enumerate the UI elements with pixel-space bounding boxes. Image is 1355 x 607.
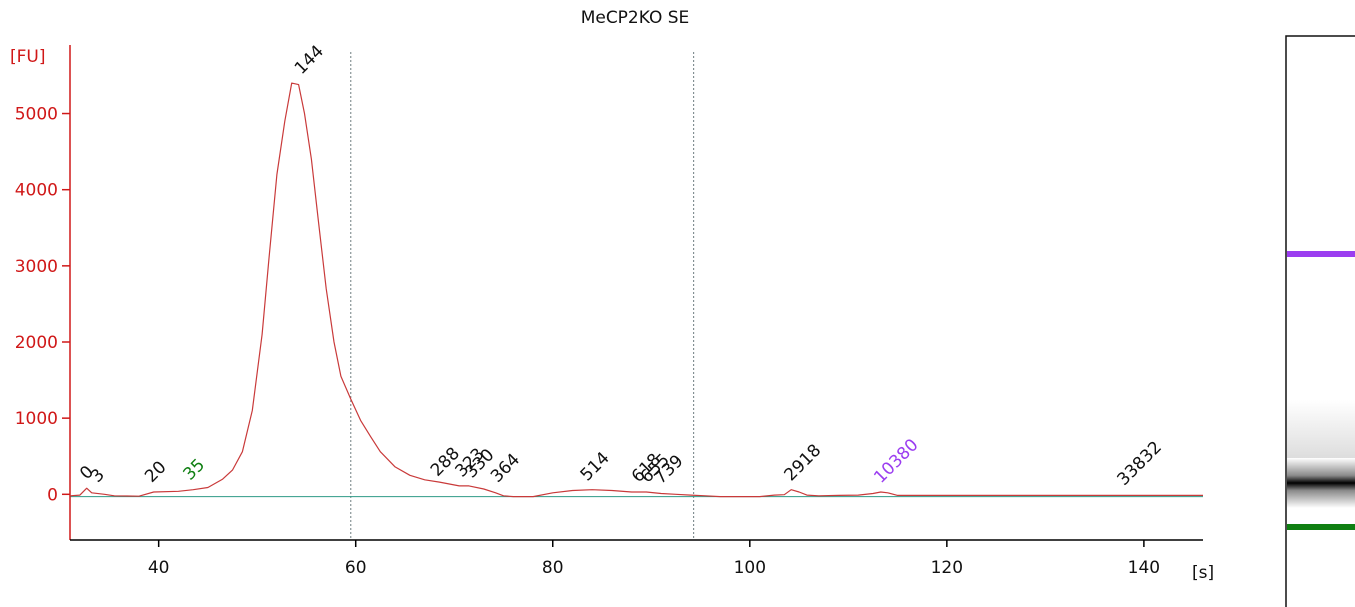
x-tick-label: 40 <box>148 558 170 578</box>
y-axis: [FU] 0 1000 2000 3000 4000 5000 <box>10 45 71 540</box>
x-axis: 40 60 80 100 120 140 [s] <box>70 539 1214 583</box>
x-tick-label: 80 <box>542 558 564 578</box>
x-axis-label: [s] <box>1192 563 1214 583</box>
y-tick-label: 4000 <box>15 181 58 201</box>
lower-marker-band <box>1287 524 1355 530</box>
y-tick-label: 1000 <box>15 409 58 429</box>
x-tick-label: 120 <box>931 558 963 578</box>
signal-trace <box>69 82 1203 498</box>
x-tick-label: 140 <box>1128 558 1160 578</box>
gel-smear <box>1287 400 1355 460</box>
y-tick-label: 3000 <box>15 257 58 277</box>
x-tick-label: 60 <box>345 558 367 578</box>
y-tick-label: 5000 <box>15 105 58 125</box>
y-tick-label: 0 <box>47 485 58 505</box>
y-tick-label: 2000 <box>15 333 58 353</box>
y-axis-label: [FU] <box>10 47 46 67</box>
x-tick-label: 100 <box>734 558 766 578</box>
gel-main-band <box>1287 458 1355 508</box>
chart-title: MeCP2KO SE <box>581 8 690 28</box>
upper-marker-band <box>1287 251 1355 257</box>
gel-lane-frame <box>1285 35 1355 607</box>
